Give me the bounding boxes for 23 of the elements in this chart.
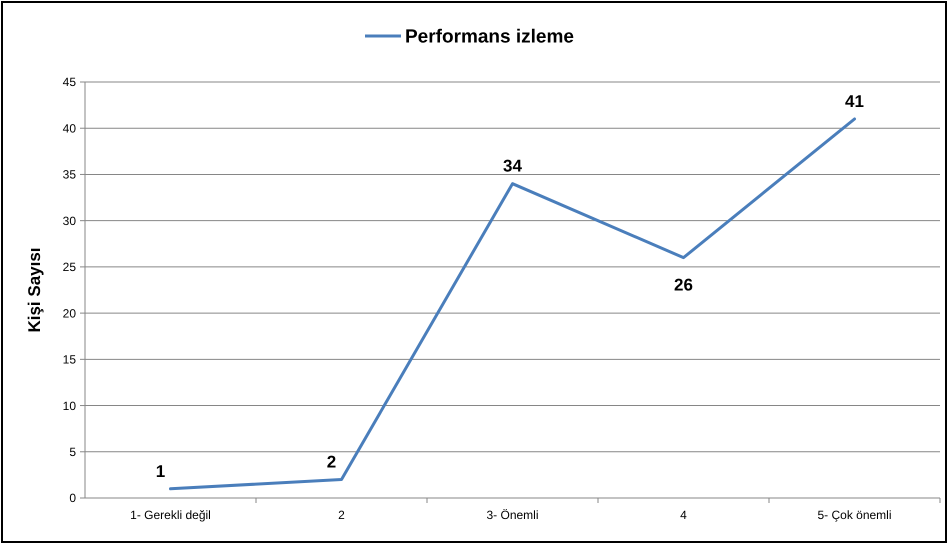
- y-tick-label: 10: [62, 398, 76, 413]
- x-tick-label: 5- Çok önemli: [817, 508, 892, 522]
- x-tick-label: 3- Önemli: [486, 508, 539, 522]
- data-label: 26: [674, 276, 693, 295]
- y-tick-label: 40: [62, 121, 76, 136]
- y-tick-label: 0: [69, 491, 76, 506]
- y-tick-label: 15: [62, 352, 76, 367]
- y-tick-label: 45: [62, 75, 76, 90]
- y-axis-title: Kişi Sayısı: [25, 247, 44, 333]
- y-tick-label: 20: [62, 306, 76, 320]
- data-label: 2: [326, 452, 336, 472]
- x-tick-label: 2: [338, 508, 346, 522]
- data-label: 34: [503, 156, 522, 176]
- data-label: 41: [845, 92, 864, 111]
- legend-label: Performans izleme: [405, 26, 574, 48]
- y-tick-label: 35: [62, 168, 76, 182]
- y-tick-label: 5: [69, 444, 76, 459]
- line-series: [169, 117, 856, 490]
- x-tick-label: 4: [680, 508, 688, 522]
- x-tick-label: 1- Gerekli değil: [130, 508, 211, 522]
- data-label: 1: [156, 462, 166, 481]
- y-tick-label: 30: [62, 214, 76, 228]
- y-tick-label: 25: [62, 260, 76, 274]
